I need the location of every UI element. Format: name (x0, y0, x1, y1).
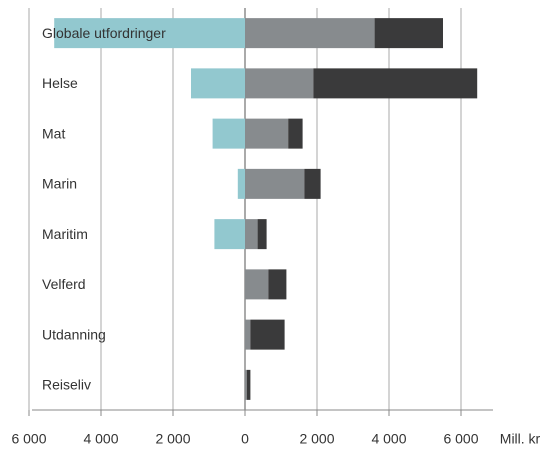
category-label: Reiseliv (42, 377, 91, 393)
bar-segment (313, 68, 478, 99)
bar-segment (245, 219, 258, 250)
bar-segment (250, 319, 285, 350)
bar-segment (214, 219, 245, 250)
category-label: Utdanning (42, 326, 106, 342)
bar-segment (245, 168, 305, 199)
bar-segment (237, 168, 245, 199)
category-label: Velferd (42, 276, 86, 292)
bar-segment (268, 269, 287, 300)
bar-segment (257, 219, 267, 250)
bar-segment (288, 118, 303, 149)
bar-segment (54, 18, 246, 49)
x-tick-label: 6 000 (11, 431, 46, 447)
x-tick-label: 6 000 (443, 431, 478, 447)
category-label: Helse (42, 75, 78, 91)
x-tick-label: 4 000 (371, 431, 406, 447)
bar-segment (374, 18, 443, 49)
x-tick-label: 2 000 (155, 431, 190, 447)
x-tick-label: 4 000 (83, 431, 118, 447)
category-label: Mat (42, 125, 65, 141)
category-label: Globale utfordringer (42, 25, 166, 41)
x-tick-label: 2 000 (299, 431, 334, 447)
bar-segment (304, 168, 321, 199)
category-label: Marin (42, 176, 77, 192)
bar-segment (246, 369, 251, 400)
bar-segment (191, 68, 245, 99)
x-axis-label: Mill. kr (500, 431, 541, 447)
bar-segment (245, 319, 251, 350)
bar-segment (245, 269, 269, 300)
bar-segment (245, 369, 247, 400)
x-tick-label: 0 (241, 431, 249, 447)
category-label: Maritim (42, 226, 88, 242)
bar-segment (245, 118, 289, 149)
bar-segment (245, 68, 314, 99)
bar-segment (245, 18, 375, 49)
bar-segment (212, 118, 245, 149)
